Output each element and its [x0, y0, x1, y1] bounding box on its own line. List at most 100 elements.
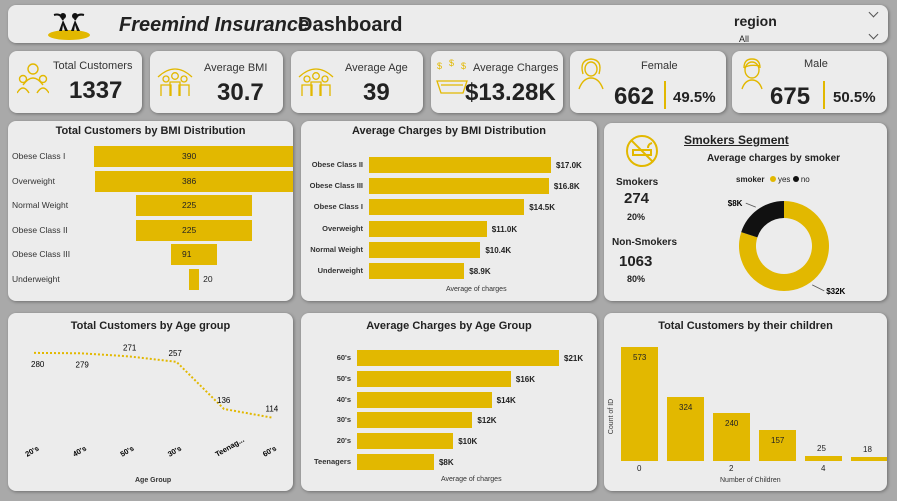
- data-label: $16K: [515, 374, 536, 384]
- group-icon: [157, 68, 193, 96]
- category-label: Overweight: [12, 175, 55, 186]
- bar: [667, 396, 704, 461]
- kpi-label: Average Charges: [473, 62, 559, 74]
- x-tick-label: 60's: [261, 444, 278, 459]
- category-label: Obese Class I: [313, 202, 363, 212]
- bar: [621, 347, 658, 461]
- bar: [369, 178, 549, 195]
- svg-text:$: $: [437, 61, 442, 71]
- x-axis-title: Average of charges: [441, 476, 502, 483]
- people-icon: [17, 63, 49, 94]
- category-label: Underweight: [317, 266, 363, 275]
- category-label: Obese Class II: [12, 224, 68, 235]
- category-label: Obese Class II: [311, 160, 363, 169]
- data-label: 390: [182, 151, 197, 161]
- non-smokers-label: Non-Smokers: [612, 237, 678, 248]
- kpi-total-customers: Total Customers 1337: [9, 51, 142, 113]
- kpi-value: 30.7: [217, 79, 264, 106]
- region-filter-label: region: [734, 13, 777, 29]
- bar: [369, 241, 481, 258]
- kpi-percentage: 49.5%: [673, 89, 716, 106]
- x-tick-label: 20's: [24, 444, 41, 459]
- legend-item-no[interactable]: no: [800, 175, 810, 184]
- category-label: 40's: [336, 394, 351, 404]
- category-label: 50's: [336, 373, 351, 383]
- smokers-chart-subtitle: Average charges by smoker: [707, 153, 841, 164]
- kpi-label: Female: [641, 60, 678, 72]
- donut-data-label: $32K: [826, 287, 845, 296]
- data-label: $10K: [458, 437, 478, 447]
- bar: [759, 429, 796, 461]
- region-filter-value[interactable]: All: [739, 34, 750, 43]
- kpi-label: Total Customers: [53, 60, 133, 72]
- chart-title: Total Customers by BMI Distribution: [55, 125, 246, 137]
- region-dropdown-chevron-icon[interactable]: [868, 29, 879, 40]
- y-axis-title: Count of ID: [608, 398, 616, 435]
- bar: [369, 157, 551, 173]
- age-line-chart: 280 20's 279 40's 271 50's 257 30's 136 Teenag...…: [24, 343, 279, 459]
- man-icon: [741, 58, 763, 90]
- donut-leader-line: [745, 202, 756, 208]
- data-label: 280: [31, 360, 45, 369]
- data-label: 225: [182, 224, 197, 235]
- donut-slice-yes[interactable]: [739, 201, 829, 291]
- donut-data-label: $8K: [728, 199, 743, 208]
- kpi-percentage: 50.5%: [833, 89, 876, 106]
- money-hand-icon: $ $ $: [436, 59, 468, 94]
- bmi-charges-chart: Average Charges by BMI Distribution Aver…: [301, 121, 597, 301]
- category-label: Normal Weight: [310, 244, 363, 254]
- bar: [357, 454, 434, 470]
- header-bar: Freemind Insurance Dashboard region All: [8, 5, 888, 43]
- chart-title: Average Charges by Age Group: [366, 320, 532, 332]
- data-label: 25: [817, 444, 826, 454]
- category-label: Obese Class III: [12, 249, 71, 260]
- chart-title: Total Customers by Age group: [70, 320, 231, 332]
- chart-title: Total Customers by their children: [658, 320, 833, 332]
- bar: [805, 456, 842, 461]
- bar: [357, 370, 511, 387]
- series-line: [33, 351, 272, 419]
- bar: [136, 195, 252, 217]
- bar: [369, 263, 465, 279]
- donut-leader-line: [812, 284, 825, 292]
- data-label: $12K: [477, 416, 497, 426]
- kpi-label: Average BMI: [204, 62, 268, 74]
- legend-dot-no: [792, 176, 799, 182]
- data-label: $8K: [438, 458, 454, 467]
- kpi-male: Male 675 50.5%: [732, 51, 887, 113]
- kpi-label: Male: [804, 58, 828, 70]
- bar: [357, 350, 559, 366]
- donut-slice-no[interactable]: [741, 201, 784, 238]
- legend-title: smoker: [736, 175, 765, 184]
- bmi-customers-chart: Total Customers by BMI Distribution Obes…: [8, 121, 293, 301]
- collapse-chevron-icon[interactable]: [868, 7, 879, 18]
- x-axis-title: Age Group: [135, 477, 172, 484]
- kpi-label: Average Age: [345, 62, 408, 74]
- category-label: Normal Weight: [12, 200, 69, 211]
- x-tick-label: 30's: [166, 444, 183, 459]
- data-label: $17.0K: [556, 161, 582, 170]
- x-tick-label: 50's: [119, 444, 136, 459]
- data-label: $11.0K: [491, 224, 518, 234]
- smokers-count: 274: [624, 190, 650, 207]
- bar: [851, 457, 887, 461]
- x-axis-title: Number of Children: [720, 477, 781, 484]
- smokers-segment-panel: Smokers Segment Average charges by smoke…: [604, 123, 887, 301]
- data-label: 279: [76, 360, 90, 369]
- bar: [188, 269, 200, 290]
- category-label: Obese Class I: [12, 151, 66, 161]
- chart-title: Average Charges by BMI Distribution: [352, 125, 546, 137]
- legend-dot-yes: [769, 176, 776, 182]
- data-label: $14K: [496, 395, 516, 405]
- data-label: 386: [182, 175, 197, 186]
- kpi-value: 675: [770, 83, 811, 110]
- data-label: 271: [123, 343, 137, 352]
- category-label: Underweight: [12, 274, 60, 284]
- data-label: 18: [863, 445, 872, 455]
- x-tick-label: 4: [821, 464, 826, 473]
- logo-icon: [48, 13, 90, 40]
- legend-item-yes[interactable]: yes: [777, 175, 791, 184]
- kpi-value: 1337: [69, 77, 123, 104]
- age-customers-chart: Total Customers by Age group 280 20's 279 4…: [8, 313, 293, 491]
- data-label: 157: [771, 435, 785, 445]
